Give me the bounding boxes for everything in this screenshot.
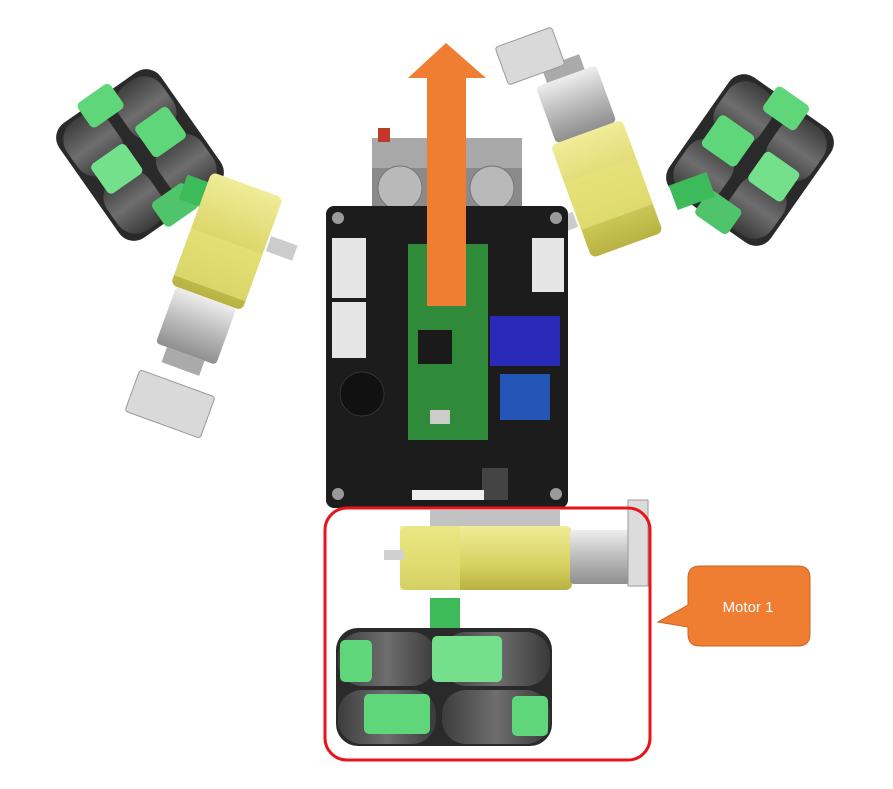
sensor-module-blue — [490, 316, 560, 366]
front-left-omni-wheel — [56, 69, 224, 241]
controller-board-icon — [326, 128, 568, 508]
motor-1-omni-wheel — [336, 628, 552, 746]
buzzer — [339, 371, 385, 417]
front-left-gear-motor — [156, 173, 298, 376]
motor-1-callout-label: Motor 1 — [722, 598, 774, 616]
direction-arrow-icon — [408, 43, 486, 306]
front-right-gear-motor — [536, 54, 662, 257]
motor-1-gear-motor — [384, 499, 649, 590]
front-left-bracket — [125, 369, 215, 439]
motor-1-highlight-box — [323, 506, 652, 762]
motor-1-callout-bubble — [656, 565, 811, 647]
imu-module — [500, 374, 550, 420]
front-right-omni-wheel — [666, 74, 834, 246]
front-right-bracket — [495, 27, 565, 85]
front-right-coupler — [668, 171, 716, 211]
